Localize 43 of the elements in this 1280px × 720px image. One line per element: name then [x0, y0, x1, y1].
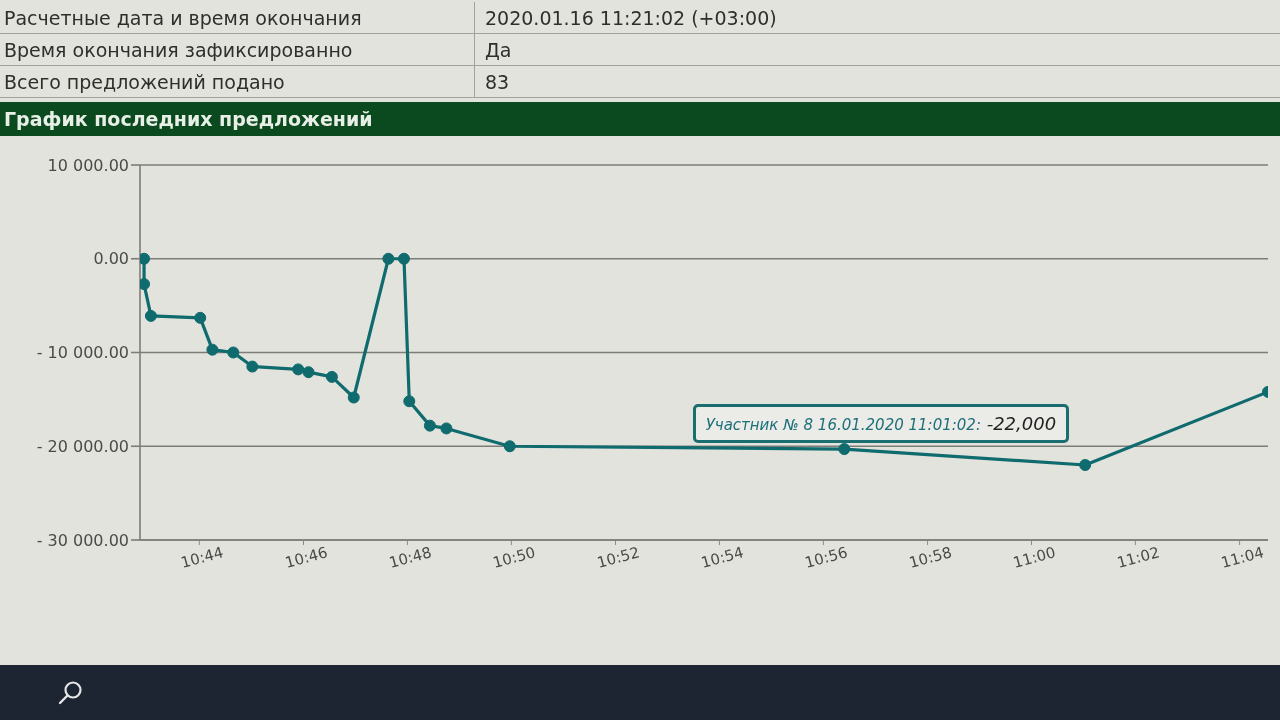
x-tick-label: 11:02: [1115, 543, 1162, 572]
text: Расчетные дата и время окончания: [0, 2, 475, 33]
point: [325, 370, 338, 383]
x-tick-label: 11:00: [1011, 543, 1058, 572]
point: [194, 311, 207, 324]
x-tick-label: 10:48: [387, 543, 434, 572]
text: 83: [484, 70, 510, 93]
point: [347, 391, 360, 404]
x-tick-label: 10:52: [595, 543, 642, 572]
point: [246, 360, 259, 373]
chart-title: График последних предложений: [0, 102, 1280, 136]
point: [144, 309, 157, 322]
point: [397, 252, 410, 265]
y-tick-label: - 20 000.00: [36, 436, 129, 456]
point: [440, 422, 453, 435]
point: [382, 252, 395, 265]
point: [292, 363, 305, 376]
text: Время окончания зафиксированно: [0, 34, 475, 65]
point: [206, 343, 219, 356]
text: 2020.01.16 11:21:02 (+03:00): [484, 6, 777, 29]
point: [403, 395, 416, 408]
text: Всего предложений подано: [0, 66, 475, 97]
point: [1079, 459, 1092, 471]
point: [227, 346, 240, 359]
y-tick-label: 10 000.00: [47, 155, 129, 175]
point: [423, 419, 436, 432]
annotation: Участник № 8 16.01.2020 11:01:02: -22,000: [705, 413, 1057, 434]
text: Да: [484, 38, 512, 61]
point: [503, 440, 516, 453]
y-tick-label: 0.00: [93, 249, 129, 269]
x-tick-label: 10:58: [907, 543, 954, 572]
y-tick-label: - 10 000.00: [36, 343, 129, 363]
x-tick-label: 10:54: [699, 543, 746, 572]
point: [838, 443, 851, 456]
x-tick-label: 10:56: [802, 543, 850, 572]
x-tick-label: 10:46: [283, 543, 330, 572]
y-tick-label: - 30 000.00: [36, 530, 129, 550]
point: [140, 252, 151, 265]
x-tick-label: 11:04: [1219, 543, 1266, 572]
point: [302, 366, 315, 379]
point: [140, 278, 151, 291]
x-tick-label: 10:44: [178, 543, 226, 572]
x-tick-label: 10:50: [490, 543, 538, 572]
